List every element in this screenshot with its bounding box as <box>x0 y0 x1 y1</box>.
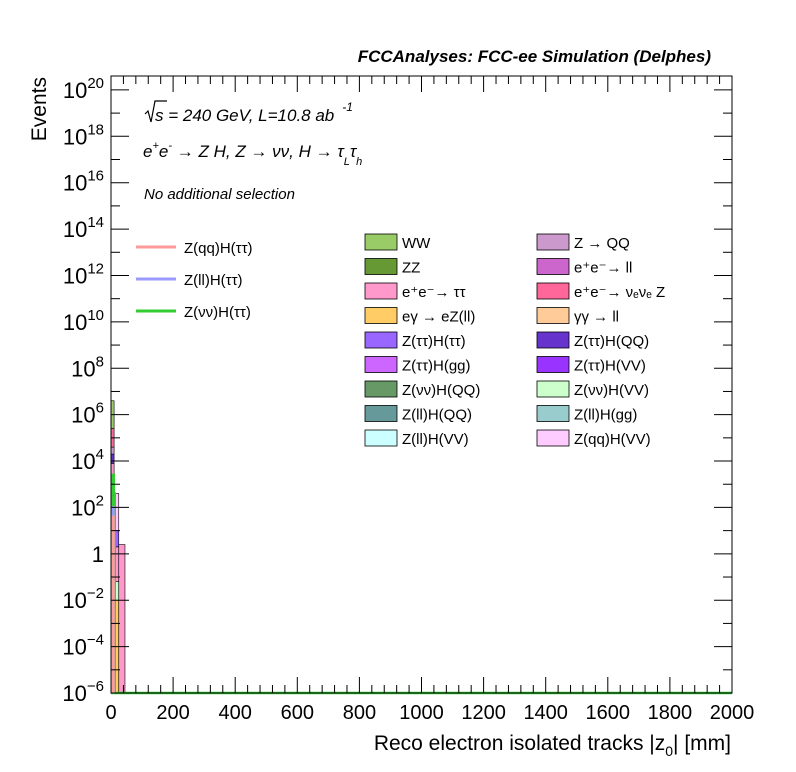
legend-entry-label: Z(ll)H(QQ) <box>402 407 472 424</box>
y-tick-label: 1020 <box>63 75 104 103</box>
y-tick-label: 102 <box>71 492 104 520</box>
legend-entry-label: WW <box>402 235 431 252</box>
legend-fill-swatch <box>364 282 398 300</box>
x-tick-label: 200 <box>156 702 189 724</box>
legend-fill-swatch <box>364 429 398 447</box>
chart-header: FCCAnalyses: FCC-ee Simulation (Delphes) <box>358 47 712 66</box>
y-tick-label: 10−2 <box>62 585 104 613</box>
bar-segment-2-0 <box>118 544 126 694</box>
energy-annotation: s = 240 GeV, L=10.8 ab -1 <box>144 100 353 125</box>
signal-line-0 <box>110 473 732 695</box>
y-tick-label: 1016 <box>63 168 104 196</box>
y-tick-label: 10−4 <box>62 632 104 660</box>
energy-exponent: -1 <box>342 100 353 114</box>
y-tick-label: 108 <box>71 353 104 381</box>
x-tick-label: 0 <box>105 702 116 724</box>
y-tick-label: 1014 <box>63 214 104 242</box>
legend-fill-swatch <box>536 356 570 373</box>
x-tick-label: 1800 <box>648 702 693 724</box>
legend-fill-swatch <box>364 307 398 324</box>
legend-fill-swatch <box>536 258 570 275</box>
legend-entry-label: Z(ττ)H(VV) <box>574 358 646 375</box>
x-tick-label: 1000 <box>399 702 444 724</box>
y-tick-label: 1010 <box>63 307 104 335</box>
selection-annotation: No additional selection <box>144 186 295 203</box>
legend-fill-swatch <box>536 331 570 349</box>
svg-text:s = 240 GeV, L=10.8 ab-1: s = 240 GeV, L=10.8 ab -1 <box>155 100 353 125</box>
legend-entry-label: Z → QQ <box>574 235 630 252</box>
legend-fill-swatch <box>364 233 398 251</box>
x-tick-label: 1200 <box>461 702 506 724</box>
legend-fill-swatch <box>536 233 570 251</box>
legend-fill-swatch <box>536 429 570 447</box>
x-tick-label: 800 <box>343 702 376 724</box>
legend-fill-swatch <box>536 282 570 300</box>
legend-fill-swatch <box>536 307 570 324</box>
x-axis-label: Reco electron isolated tracks |z0| [mm] <box>374 732 731 759</box>
legend-entry-label: Z(νν)H(VV) <box>574 382 649 399</box>
legend-entry-label: Z(ττ)H(QQ) <box>574 333 649 350</box>
signal-lines <box>110 473 732 695</box>
legend-fill-swatch <box>364 258 398 275</box>
y-axis-label: Events <box>28 77 51 141</box>
legend-fill-swatch <box>364 405 398 422</box>
legend-entry-label: eγ → eZ(ll) <box>402 309 475 326</box>
y-tick-label: 10−6 <box>62 678 104 706</box>
y-tick-label: 1 <box>92 542 104 567</box>
background-legend: WW Z → QQ ZZ e⁺e⁻→ ll e⁺e⁻→ ττ e⁺e⁻→ νₑνₑ Z eγ… <box>364 233 665 448</box>
legend-entry-label: ZZ <box>402 260 420 277</box>
legend-fill-swatch <box>536 380 570 398</box>
y-tick-label: 106 <box>71 400 104 428</box>
sqrt-sign <box>144 100 167 123</box>
legend-entry-label: Z(ll)H(gg) <box>574 407 637 424</box>
legend-entry-label: e⁺e⁻→ ττ <box>402 284 466 301</box>
x-axis: 0 200 400 600 800 1000 1200 1400 1600 1800 2000 <box>105 76 754 724</box>
y-tick-label: 104 <box>71 446 104 474</box>
x-tick-label: 1600 <box>586 702 631 724</box>
legend-fill-swatch <box>364 380 398 398</box>
y-tick-label: 1012 <box>63 260 104 288</box>
energy-text: = 240 GeV, L=10.8 ab <box>164 106 335 125</box>
legend-fill-swatch <box>364 356 398 373</box>
legend-entry-label: Z(ττ)H(ττ) <box>402 333 466 350</box>
legend-entry-label: Z(ll)H(VV) <box>402 431 469 448</box>
legend-entry-label: e⁺e⁻→ ll <box>574 260 632 277</box>
process-annotation: e+e- → Z H, Z → νν, H → τLτh <box>143 140 362 168</box>
x-tick-label: 2000 <box>710 702 755 724</box>
x-tick-label: 1400 <box>523 702 568 724</box>
legend-entry-label: Z(qq)H(ττ) <box>184 240 253 257</box>
legend-entry-label: Z(νν)H(ττ) <box>184 304 251 321</box>
legend-entry-label: Z(qq)H(VV) <box>574 431 651 448</box>
legend-entry-label: γγ → ll <box>574 309 619 326</box>
signal-legend: Z(qq)H(ττ) Z(ll)H(ττ) Z(νν)H(ττ) <box>136 240 253 321</box>
y-axis: 10−6 10−4 10−2 1 102 104 106 108 1010 1012 1014 101… <box>62 75 732 706</box>
legend-entry-label: Z(ττ)H(gg) <box>402 358 471 375</box>
signal-line-2 <box>110 515 115 693</box>
legend-fill-swatch <box>364 331 398 349</box>
energy-prefix: s <box>155 106 164 125</box>
y-tick-label: 1018 <box>63 121 104 149</box>
x-tick-label: 600 <box>281 702 314 724</box>
legend-entry-label: e⁺e⁻→ νₑνₑ Z <box>574 284 665 301</box>
legend-entry-label: Z(νν)H(QQ) <box>402 382 480 399</box>
legend-fill-swatch <box>536 405 570 422</box>
legend-entry-label: Z(ll)H(ττ) <box>184 272 243 289</box>
x-tick-label: 400 <box>219 702 252 724</box>
